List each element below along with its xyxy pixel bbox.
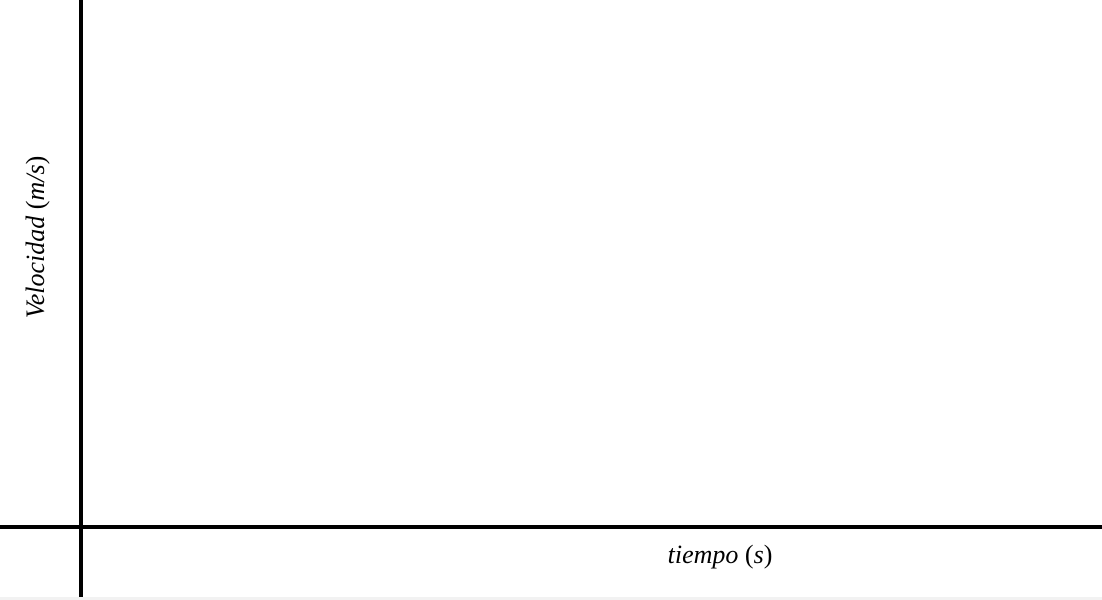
- y-axis-label: Velocidad (m/s): [21, 156, 51, 319]
- bottom-edge-strip: [0, 597, 1102, 600]
- x-axis-label: tiempo (s): [668, 540, 773, 570]
- y-axis-line: [79, 0, 83, 597]
- x-axis-label-unit-open: (: [744, 540, 754, 569]
- x-axis-label-unit-close: ): [763, 540, 773, 569]
- x-axis-label-unit: s: [753, 540, 764, 569]
- x-axis-line: [0, 525, 1102, 529]
- x-axis-label-name: tiempo: [667, 540, 739, 569]
- y-axis-label-unit: m/s: [21, 164, 50, 201]
- y-axis-label-unit-close: ): [21, 155, 50, 165]
- y-axis-label-unit-open: (: [21, 200, 50, 210]
- y-axis-label-name: Velocidad: [21, 215, 50, 319]
